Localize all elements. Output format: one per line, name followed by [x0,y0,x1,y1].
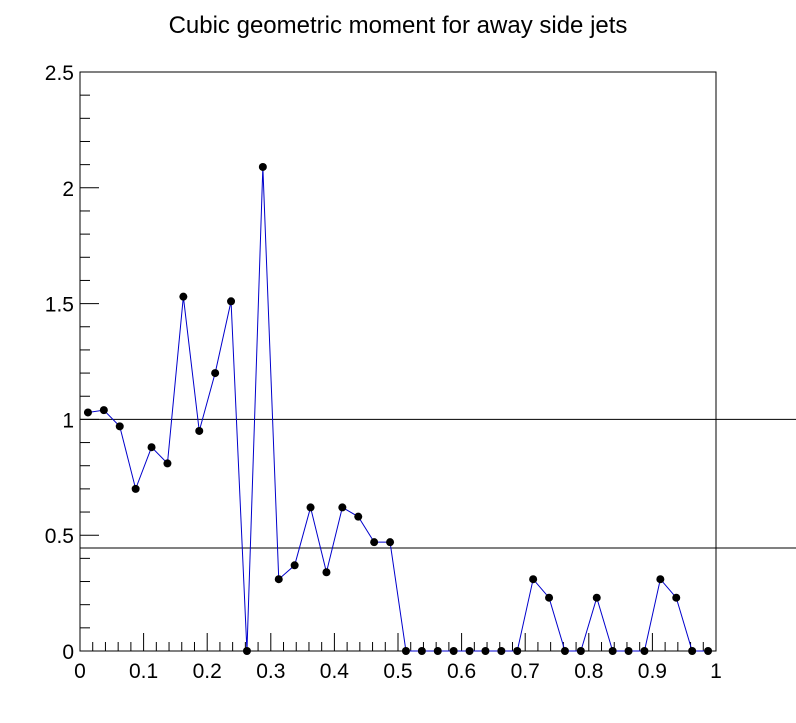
y-tick-label: 1.5 [45,294,74,317]
data-point [640,647,649,655]
chart-title: Cubic geometric moment for away side jet… [169,12,628,39]
data-point [576,647,585,655]
data-point [481,647,490,655]
data-point [433,647,442,655]
x-tick-label: 0.6 [447,660,476,683]
data-point [131,484,140,493]
y-tick-label: 2 [62,178,74,201]
data-point [401,647,410,655]
data-point [672,593,681,602]
data-point [497,647,506,655]
x-tick-label: 0.8 [574,660,603,683]
data-point [147,443,156,452]
data-point [386,538,395,547]
data-point [338,503,347,512]
data-point [242,647,251,655]
data-point [274,575,283,584]
data-point [624,647,633,655]
x-tick-label: 0.7 [511,660,540,683]
data-point [465,647,474,655]
data-point [83,408,92,417]
data-point [545,593,554,602]
x-tick-label: 0.9 [638,660,667,683]
data-point [513,647,522,655]
y-tick-label: 0 [62,641,74,664]
series-line [87,166,709,652]
data-point [227,297,236,306]
x-tick-label: 1 [710,660,722,683]
x-tick-label: 0.2 [193,660,222,683]
data-point [290,561,299,570]
data-point [163,459,172,468]
data-point [306,503,315,512]
data-point [529,575,538,584]
x-tick-label: 0.3 [256,660,285,683]
data-point [211,369,220,378]
data-point [417,647,426,655]
plot-frame [79,71,717,652]
y-axis: 0 0.5 1 1.5 2 2.5 [45,62,99,664]
data-point [656,575,665,584]
data-point [449,647,458,655]
y-tick-label: 2.5 [45,62,74,85]
y-tick-label: 0.5 [45,525,74,548]
x-tick-label: 0 [74,660,86,683]
data-point [370,538,379,547]
data-point [592,593,601,602]
data-point [99,406,108,415]
data-point [115,422,124,431]
data-series [83,162,713,655]
data-point [560,647,569,655]
reference-lines [80,418,796,549]
data-point [322,568,331,577]
x-tick-label: 0.5 [383,660,412,683]
data-point [354,512,363,521]
data-point [688,647,697,655]
x-tick-label: 0.1 [129,660,158,683]
x-tick-label: 0.4 [320,660,350,683]
data-point [195,426,204,435]
y-tick-label: 1 [62,409,74,432]
data-point [258,162,267,171]
data-point [608,647,617,655]
data-point [179,292,188,301]
x-axis: 0 0.1 0.2 0.3 0.4 0.5 0.6 0.7 0.8 0.9 1 [74,633,722,683]
data-point [704,647,713,655]
